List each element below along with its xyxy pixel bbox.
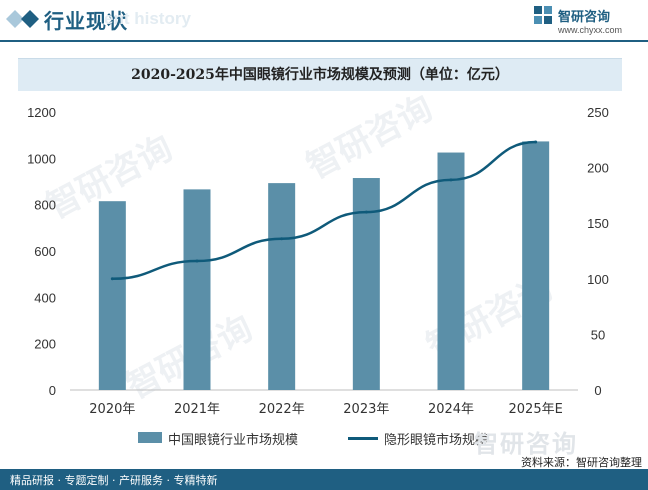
series-line [112,140,536,281]
x-tick-label: 2024年 [428,402,474,417]
header-divider [0,40,648,42]
bar [437,152,465,390]
x-tick-label: 2021年 [174,402,220,417]
y-right-tick-label: 0 [594,383,601,398]
legend-swatch-bar [138,432,162,443]
bar [522,141,550,390]
x-tick-label: 2023年 [343,402,389,417]
y-right-tick-label: 50 [591,327,605,342]
y-right-tick-label: 150 [587,216,609,231]
source-note: 资料来源：智研咨询整理 [521,456,642,469]
chart-title-bar: 2020-2025年中国眼镜行业市场规模及预测（单位：亿元） [18,58,622,91]
y-right-tick-label: 250 [587,105,609,120]
y-left-tick-label: 200 [34,337,56,352]
line-point [195,259,199,263]
legend-label-bar: 中国眼镜行业市场规模 [168,433,299,448]
y-right-tick-label: 100 [587,272,609,287]
y-left-tick-label: 0 [49,383,56,398]
line-point [534,140,538,144]
y-left-tick-label: 1200 [27,105,56,120]
brand-name: 智研咨询 [558,10,611,25]
x-tick-label: 2020年 [89,402,135,417]
y-left-tick-label: 600 [34,244,56,259]
line-point [364,210,368,214]
y-left-tick-label: 400 [34,290,56,305]
legend-item-bar: 中国眼镜行业市场规模 [138,428,338,448]
legend-item-line: 隐形眼镜市场规模 [348,428,548,448]
y-left-tick-label: 800 [34,198,56,213]
x-tick-label: 2025年E [509,402,563,417]
watermark-text: 智研咨询 [474,430,578,458]
bar [183,189,211,390]
legend-label-line: 隐形眼镜市场规模 [384,433,489,448]
legend-swatch-line [348,437,378,440]
chart-title: 2020-2025年中国眼镜行业市场规模及预测（单位：亿元） [131,67,509,83]
bar [268,183,296,390]
section-ghost-text: ent history [104,9,191,28]
section-title: 行业现状 [44,9,128,33]
brand-logo: 智研咨询 www.chyxx.com [534,4,634,40]
page-header: 行业现状 ent history 智研咨询 www.chyxx.com [0,0,648,40]
line-point [110,277,114,281]
y-left-tick-label: 1000 [27,151,56,166]
diamond-bullets-icon [6,10,39,28]
line-point [449,178,453,182]
chart-legend: 中国眼镜行业市场规模 隐形眼镜市场规模 [0,428,648,448]
x-tick-label: 2022年 [259,402,305,417]
line-point [280,237,284,241]
bar [98,201,126,390]
page-footer: 精品研报 · 专题定制 · 产研服务 · 专精特新 [0,469,648,490]
combo-chart: 0 200 400 600 800 1000 1200 0 50 100 150 200 250 2020… [27,105,609,417]
brand-url: www.chyxx.com [558,25,623,35]
bar [352,178,380,390]
brand-mark-icon [534,6,552,24]
footer-slogan: 精品研报 · 专题定制 · 产研服务 · 专精特新 [10,474,218,487]
y-right-tick-label: 200 [587,161,609,176]
